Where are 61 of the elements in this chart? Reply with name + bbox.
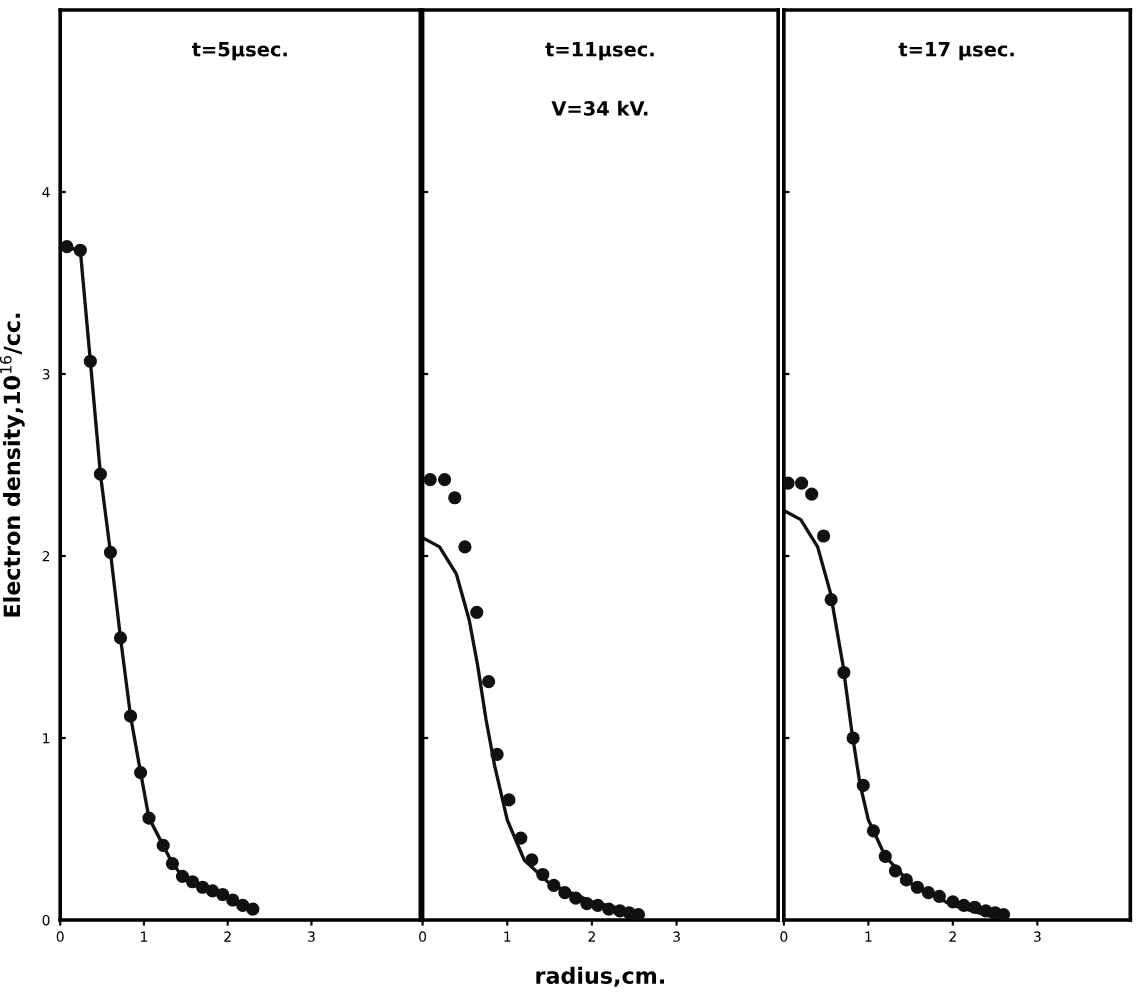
point <box>878 849 892 863</box>
point <box>175 869 190 883</box>
point <box>83 354 97 368</box>
point <box>134 765 148 780</box>
point <box>470 605 484 620</box>
point <box>156 838 170 852</box>
point <box>795 476 809 490</box>
point <box>195 880 210 894</box>
point <box>910 880 924 894</box>
annotation: t=17 μsec. <box>898 42 1014 61</box>
point <box>824 593 838 607</box>
point <box>856 778 870 792</box>
point <box>438 472 452 487</box>
x-axis-title: radius,cm. <box>536 966 664 987</box>
annotation: t=5μsec. <box>191 42 287 61</box>
point <box>783 476 795 490</box>
point <box>866 824 880 838</box>
point <box>236 898 250 913</box>
point <box>246 902 260 916</box>
point <box>458 540 472 554</box>
annotation: V=34 kV. <box>551 100 648 116</box>
point <box>921 886 935 900</box>
point <box>816 529 831 543</box>
point <box>602 902 616 916</box>
point <box>490 747 504 761</box>
point <box>482 674 496 689</box>
point <box>73 243 87 257</box>
point <box>103 545 118 559</box>
point <box>525 853 539 867</box>
point <box>837 665 851 680</box>
point <box>423 472 437 487</box>
point <box>946 895 960 909</box>
point <box>558 886 572 900</box>
point <box>502 793 516 807</box>
point <box>932 889 946 903</box>
point <box>536 867 550 882</box>
point <box>899 873 913 887</box>
point <box>846 731 860 745</box>
point <box>113 631 128 645</box>
point <box>206 884 220 898</box>
annotation: t=11μsec. <box>545 42 654 61</box>
point <box>165 856 180 871</box>
point <box>968 900 982 914</box>
point <box>514 831 528 845</box>
point <box>805 487 819 501</box>
point <box>142 811 156 825</box>
point <box>547 878 561 893</box>
point <box>216 887 230 902</box>
point <box>580 897 594 911</box>
point <box>569 891 583 905</box>
point <box>185 875 200 889</box>
point <box>60 240 74 254</box>
point <box>888 864 902 878</box>
point <box>957 898 971 913</box>
point <box>93 467 107 481</box>
point <box>631 907 646 920</box>
point <box>226 893 240 907</box>
point <box>123 709 138 723</box>
y-axis-title: Electron density,10$^{16}$/cc. <box>0 313 25 617</box>
point <box>448 491 462 505</box>
point <box>591 898 605 913</box>
